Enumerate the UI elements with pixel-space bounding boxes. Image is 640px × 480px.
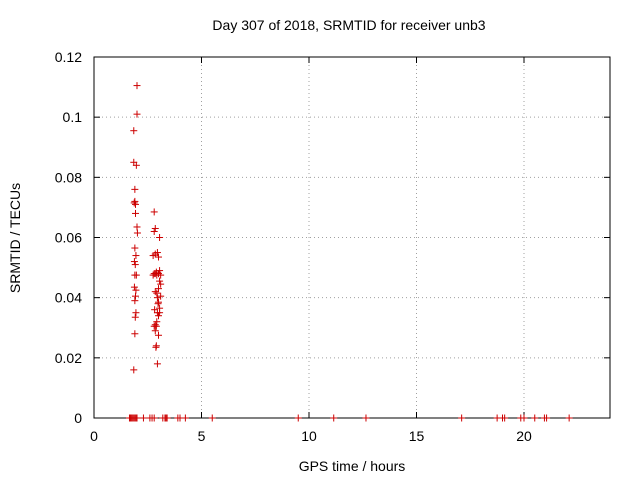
y-tick-label: 0.04 [55,290,82,306]
data-point [520,414,528,422]
data-point [153,294,161,302]
data-point [565,414,573,422]
x-tick-label: 10 [301,428,317,444]
data-point [131,244,139,252]
data-point [152,343,160,351]
data-point [157,292,165,300]
data-point [131,209,139,217]
data-points [125,82,573,422]
data-point [163,414,171,422]
axis-ticks: 0 5 10 15 20 0 0.02 0.04 0.06 0.08 0.1 0.12 [55,49,610,444]
data-point [181,414,189,422]
y-axis-label: SRMTID / TECUs [7,183,23,293]
data-point [543,414,551,422]
x-tick-label: 5 [198,428,206,444]
data-point [130,127,138,135]
data-point [156,277,164,285]
data-point [157,280,165,288]
axes-frame [93,56,611,419]
data-point [155,285,162,293]
data-point [531,414,539,422]
data-point [151,306,159,314]
data-point [156,234,164,241]
data-point [156,267,164,275]
data-point [501,414,509,422]
data-point [131,297,139,305]
data-point [153,289,161,297]
y-tick-label: 0.12 [55,49,82,65]
data-point [155,331,162,339]
data-point [139,414,147,422]
data-point [132,286,140,294]
data-point [362,414,370,422]
x-tick-label: 20 [516,428,532,444]
data-point [151,327,159,335]
data-point [151,321,159,329]
data-point [156,304,164,312]
data-point [152,322,160,330]
data-point [130,366,138,374]
data-point [131,292,139,300]
data-point [152,268,160,276]
x-tick-label: 0 [90,428,98,444]
data-point [330,414,338,422]
data-point [151,288,159,296]
data-point [131,185,139,193]
data-point [133,223,141,231]
data-point [150,227,158,235]
chart-title: Day 307 of 2018, SRMTID for receiver unb… [212,17,485,33]
data-point [133,82,141,90]
data-point [150,208,158,216]
x-tick-label: 15 [409,428,425,444]
data-point [458,414,466,422]
data-point [131,330,139,338]
y-tick-label: 0.1 [63,109,83,125]
data-point [130,283,138,291]
data-point [130,199,138,207]
grid-lines [94,57,610,418]
data-point [130,258,138,266]
data-point [153,249,161,257]
x-axis-label: GPS time / hours [299,458,406,474]
data-point [133,229,141,237]
data-point [132,252,140,260]
y-tick-label: 0 [74,410,82,426]
y-tick-label: 0.02 [55,350,82,366]
data-point [133,110,141,118]
plot-frame [93,56,611,419]
data-point [151,224,159,232]
data-point [130,158,138,166]
data-point [155,298,162,306]
data-point [153,360,161,368]
data-point [131,313,139,321]
y-tick-label: 0.08 [55,169,82,185]
y-tick-label: 0.06 [55,230,82,246]
data-point [150,414,158,422]
data-point [132,309,140,317]
data-point [155,253,162,261]
data-point [131,200,139,208]
data-point [131,261,139,269]
data-point [294,414,302,422]
data-point [133,414,141,422]
data-point [131,197,139,205]
data-point [132,271,140,279]
data-point [208,414,216,422]
data-point [155,312,162,320]
